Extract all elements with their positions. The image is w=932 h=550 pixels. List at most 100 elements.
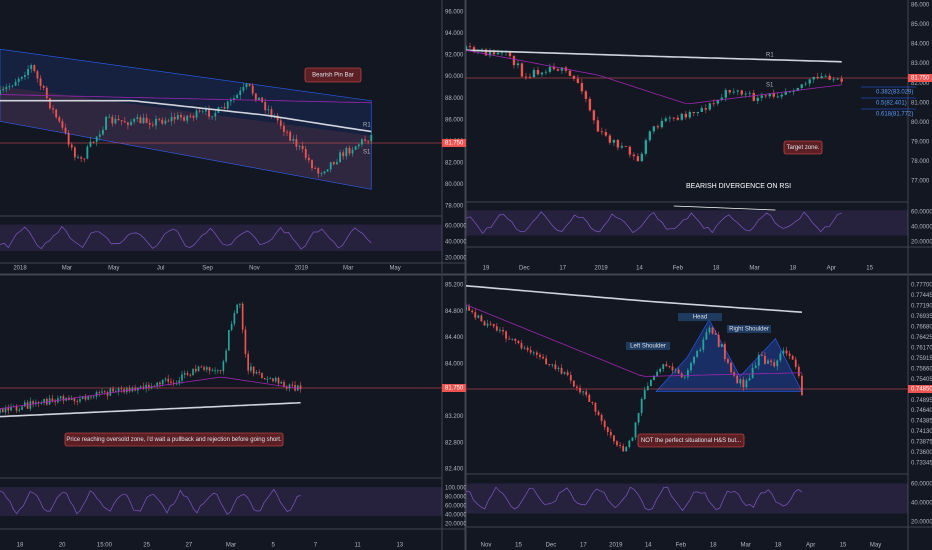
candle-body: [89, 141, 92, 147]
candle-body: [226, 101, 229, 109]
candle-body: [620, 145, 624, 148]
candle-body: [126, 122, 129, 125]
candle-body: [264, 101, 267, 111]
candle-body: [183, 373, 186, 375]
candle-body: [173, 116, 176, 120]
time-label: Mar: [343, 266, 353, 272]
price-label: 0.75915: [911, 356, 932, 362]
candle-body: [164, 120, 167, 124]
candle-body: [556, 69, 560, 71]
candle-body: [704, 108, 707, 110]
candle-body: [186, 373, 189, 375]
candle-body: [117, 388, 120, 392]
price-label: 0.74895: [911, 398, 932, 404]
candle-body: [594, 402, 597, 412]
candle-body: [198, 110, 201, 112]
candle-body: [27, 69, 30, 76]
candle-body: [528, 76, 532, 78]
candle-body: [468, 306, 470, 311]
candle-body: [95, 392, 98, 397]
channel: [0, 48, 372, 190]
candle-body: [662, 364, 665, 369]
rsi-label: 40.0000: [445, 513, 466, 519]
candle-body: [690, 363, 692, 371]
candle-body: [728, 90, 731, 93]
candle-body: [770, 360, 773, 363]
candle-body: [628, 146, 632, 155]
candle-body: [167, 120, 170, 122]
candle-body: [230, 323, 233, 330]
candle-body: [83, 158, 86, 160]
candle-body: [298, 145, 301, 147]
time-label: 15: [840, 543, 847, 549]
candle-body: [539, 354, 541, 357]
candle-body: [688, 111, 692, 118]
time-label: 18: [713, 266, 720, 272]
candle-body: [145, 384, 147, 389]
candle-body: [311, 160, 313, 169]
candle-body: [233, 98, 235, 100]
pattern-label-box: [678, 313, 722, 321]
candle-body: [52, 108, 54, 110]
candle-body: [840, 78, 843, 82]
price-label: 0.77700: [911, 283, 932, 289]
candle-body: [360, 139, 363, 145]
candle-body: [720, 343, 723, 347]
candle-body: [754, 365, 757, 368]
candle-body: [526, 347, 529, 351]
level-label: R1: [363, 123, 371, 129]
rsi-label: 20.0000: [911, 520, 932, 526]
candle-body: [608, 135, 612, 143]
candle-body: [784, 91, 787, 95]
candle-body: [552, 67, 556, 70]
price-label: 96.000: [445, 10, 464, 16]
candle-body: [603, 420, 606, 428]
time-label: Mar: [749, 266, 759, 272]
candle-body: [254, 93, 257, 101]
time-label: 2019: [594, 266, 608, 272]
candle-body: [161, 119, 164, 124]
candle-body: [744, 93, 747, 95]
candle-body: [64, 127, 67, 133]
candle-body: [197, 366, 200, 372]
candle-body: [648, 131, 652, 141]
candle-body: [11, 85, 14, 87]
moving-average: [466, 49, 842, 63]
candle-body: [336, 162, 338, 165]
candle-body: [495, 326, 498, 331]
candle-body: [736, 375, 739, 384]
candle-body: [624, 145, 628, 147]
candle-body: [674, 369, 677, 371]
candle-body: [557, 367, 560, 369]
candle-body: [255, 372, 258, 374]
candle-body: [248, 83, 251, 86]
candle-body: [61, 121, 64, 128]
candle-body: [828, 75, 831, 80]
candle-body: [8, 86, 11, 88]
candle-body: [285, 387, 288, 389]
candle-body: [640, 399, 643, 413]
price-label: 0.73875: [911, 440, 932, 446]
rsi-label: 60.0000: [911, 482, 932, 488]
candle-body: [117, 118, 120, 121]
candle-body: [348, 147, 351, 154]
candle-body: [484, 49, 488, 56]
candle-body: [816, 76, 819, 78]
candle-body: [714, 333, 717, 335]
price-label: 80.000: [911, 120, 930, 126]
candle-body: [181, 374, 183, 381]
candle-body: [572, 380, 575, 387]
price-label: 82.000: [445, 160, 464, 166]
candle-body: [301, 145, 304, 150]
candle-body: [172, 382, 175, 384]
candle-body: [544, 71, 548, 73]
annotation-box: [783, 140, 823, 155]
candle-body: [289, 131, 292, 141]
candle-body: [200, 366, 203, 368]
candle-body: [477, 315, 480, 318]
current-price-label: 81.750: [445, 141, 464, 147]
candle-body: [161, 379, 164, 385]
pattern-label: Right Shoulder: [729, 327, 769, 333]
candle-body: [751, 367, 754, 379]
candle-body: [542, 356, 544, 359]
